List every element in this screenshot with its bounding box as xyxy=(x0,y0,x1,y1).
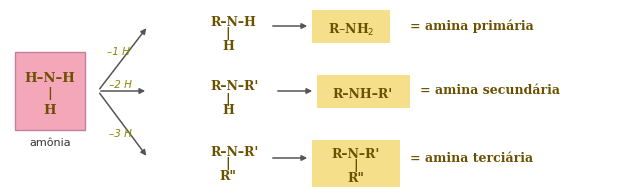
Text: R–N–R': R–N–R' xyxy=(332,147,380,160)
Text: = amina secundária: = amina secundária xyxy=(420,85,560,98)
Text: H–N–H: H–N–H xyxy=(25,72,75,85)
Text: R–NH–R': R–NH–R' xyxy=(333,88,393,101)
Text: R–N–R': R–N–R' xyxy=(210,81,259,94)
Text: = amina primária: = amina primária xyxy=(410,19,534,33)
Text: R–N–R': R–N–R' xyxy=(210,146,259,158)
Text: |: | xyxy=(226,93,230,106)
Bar xyxy=(312,140,400,187)
Text: H: H xyxy=(222,40,234,53)
Text: –2 H: –2 H xyxy=(109,80,131,90)
Text: |: | xyxy=(48,87,52,100)
Text: –1 H: –1 H xyxy=(107,47,130,57)
Bar xyxy=(15,52,85,130)
Text: R": R" xyxy=(347,171,365,184)
Text: H: H xyxy=(44,104,56,117)
Text: = amina terciária: = amina terciária xyxy=(410,152,533,165)
Text: |: | xyxy=(226,28,230,41)
Bar xyxy=(317,75,410,108)
Text: R–NH$_2$: R–NH$_2$ xyxy=(328,22,375,38)
Bar xyxy=(312,10,390,43)
Text: |: | xyxy=(226,158,230,171)
Text: R–N–H: R–N–H xyxy=(210,16,256,29)
Text: amônia: amônia xyxy=(29,138,71,148)
Text: H: H xyxy=(222,105,234,118)
Text: R": R" xyxy=(220,170,236,183)
Text: –3 H: –3 H xyxy=(109,129,131,139)
Text: |: | xyxy=(354,159,358,172)
